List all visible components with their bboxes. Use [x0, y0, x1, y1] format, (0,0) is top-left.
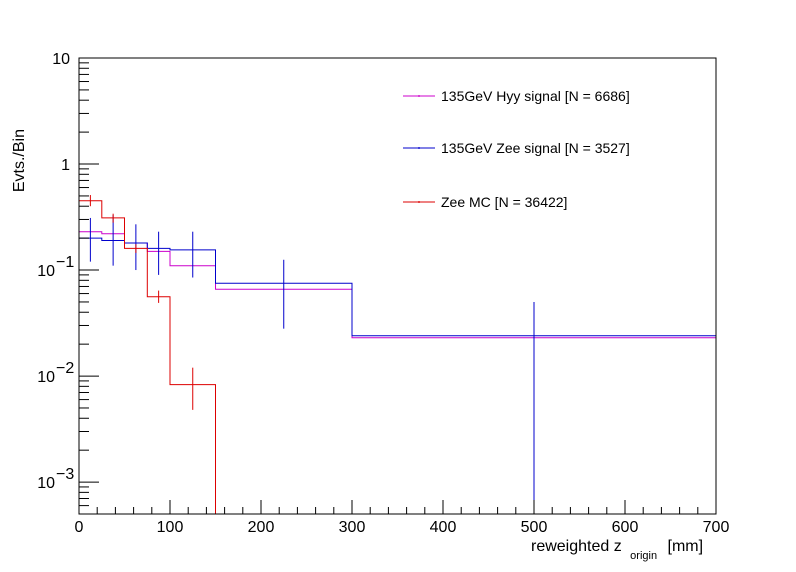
legend-label: Zee MC [N = 36422]	[441, 194, 567, 210]
y-tick-label-exponent: −1	[56, 254, 74, 271]
y-axis-title: Evts./Bin	[11, 129, 28, 192]
histogram-series-layer	[79, 195, 716, 515]
x-tick-label: 600	[612, 519, 639, 536]
x-tick-label: 300	[339, 519, 366, 536]
x-tick-label: 200	[248, 519, 275, 536]
svg-text:reweighted z origin: reweighted z origin [mm]	[531, 538, 703, 563]
x-axis-title: reweighted z origin [mm]	[531, 538, 703, 563]
series-1-step-line	[79, 237, 716, 337]
x-tick-label: 700	[703, 519, 730, 536]
legend: 135GeV Hyy signal [N = 6686] 135GeV Zee s…	[403, 88, 630, 210]
x-axis-title-unit: [mm]	[668, 538, 704, 555]
x-tick-label: 400	[430, 519, 457, 536]
y-tick-label-exponent: −2	[56, 360, 74, 377]
x-tick-label: 0	[75, 519, 84, 536]
y-tick-label: 10	[37, 369, 55, 386]
y-tick-label-exponent: −3	[56, 466, 74, 483]
legend-label: 135GeV Hyy signal [N = 6686]	[441, 88, 630, 104]
x-tick-label: 100	[157, 519, 184, 536]
y-tick-label: 1	[61, 157, 70, 174]
x-tick-label: 500	[521, 519, 548, 536]
legend-label: 135GeV Zee signal [N = 3527]	[441, 140, 630, 156]
y-tick-label: 10	[37, 475, 55, 492]
y-tick-label: 10	[37, 263, 55, 280]
y-tick-label: 10	[52, 51, 70, 68]
series-2-step-line	[79, 200, 716, 515]
plot-frame	[78, 57, 717, 515]
axis-ticks-layer	[78, 57, 717, 515]
series-0-step-line	[79, 231, 716, 339]
x-axis-title-subscript: origin	[630, 550, 657, 562]
x-axis-title-main: reweighted z	[531, 538, 622, 555]
